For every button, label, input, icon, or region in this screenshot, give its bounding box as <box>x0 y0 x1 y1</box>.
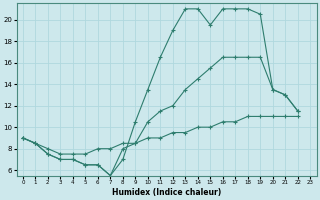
X-axis label: Humidex (Indice chaleur): Humidex (Indice chaleur) <box>112 188 221 197</box>
